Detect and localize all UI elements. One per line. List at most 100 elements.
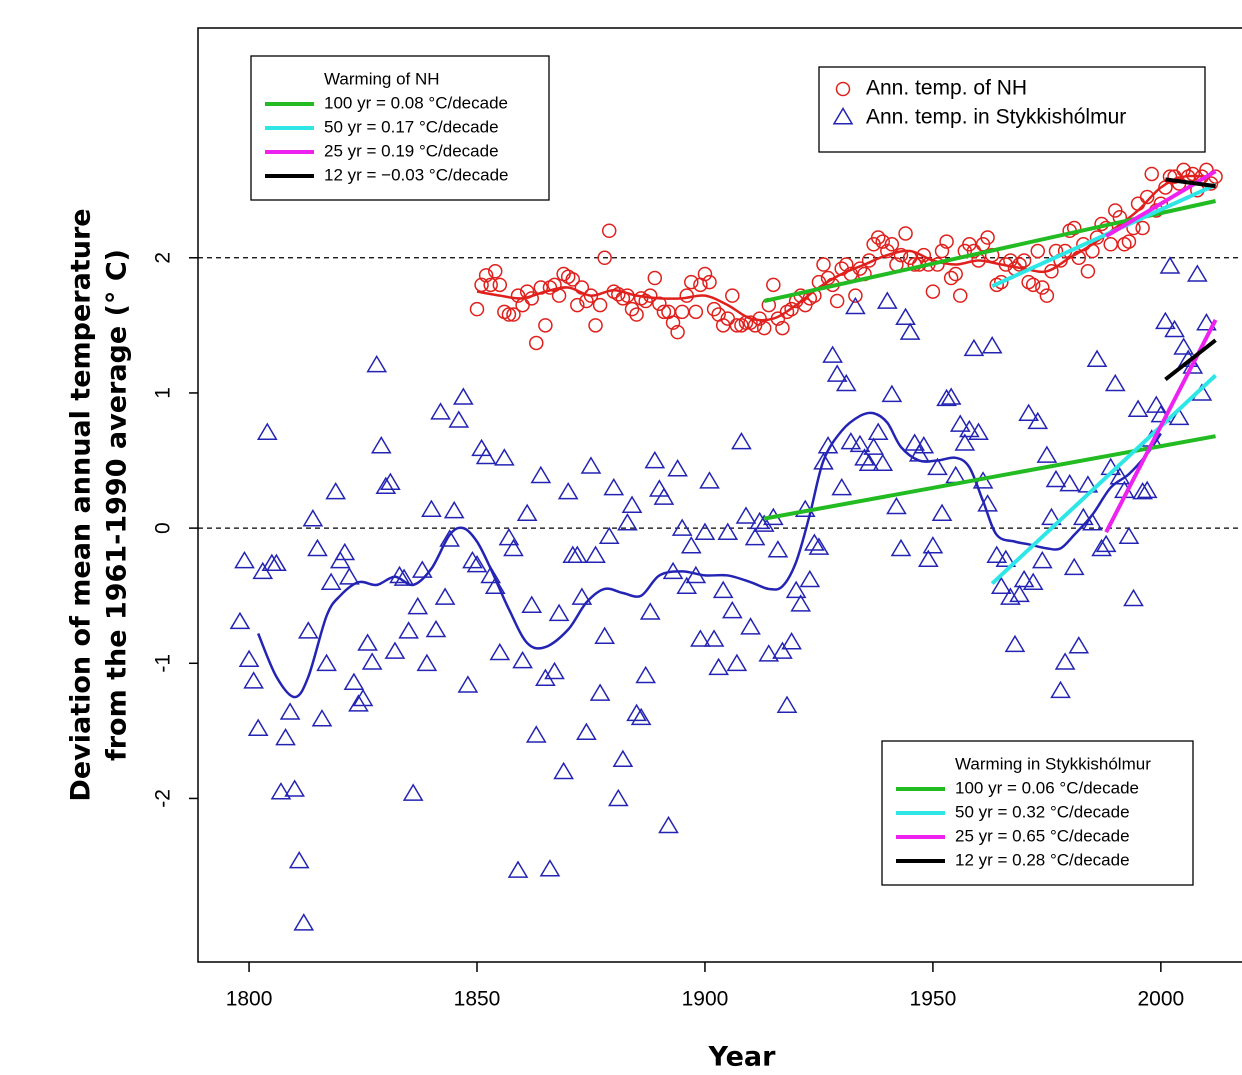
- point: [1173, 337, 1194, 355]
- point: [402, 783, 424, 801]
- point: [1159, 256, 1181, 274]
- point: [740, 617, 761, 635]
- point: [980, 230, 995, 245]
- point: [407, 596, 429, 615]
- point: [1027, 411, 1049, 430]
- point: [611, 287, 626, 302]
- point: [656, 304, 672, 320]
- point: [629, 307, 644, 322]
- point: [712, 580, 734, 599]
- point: [311, 709, 333, 727]
- point: [726, 653, 748, 672]
- point: [1082, 513, 1103, 531]
- point: [553, 761, 574, 780]
- point: [1022, 572, 1044, 590]
- point: [665, 315, 681, 330]
- point: [234, 550, 255, 569]
- point: [384, 641, 406, 659]
- point: [626, 703, 647, 722]
- point: [849, 434, 871, 453]
- legend-label: 100 yr = 0.06 °C/decade: [955, 778, 1139, 797]
- y-tick-label: 2: [152, 252, 175, 264]
- point: [1009, 584, 1030, 603]
- point: [981, 336, 1003, 354]
- point: [848, 288, 863, 303]
- point: [1016, 253, 1032, 268]
- smooth-line: [257, 411, 1162, 699]
- point: [302, 509, 324, 527]
- point: [565, 272, 580, 287]
- point: [469, 301, 485, 317]
- point: [1182, 356, 1204, 374]
- point: [411, 560, 433, 578]
- point: [721, 600, 743, 619]
- point: [813, 452, 834, 470]
- point: [466, 554, 488, 573]
- point: [1118, 526, 1140, 545]
- point: [366, 354, 388, 373]
- point: [497, 304, 512, 320]
- point: [785, 580, 807, 599]
- point: [835, 373, 857, 392]
- y-axis-label: Deviation of mean annual temperature: [66, 208, 97, 801]
- point: [1068, 636, 1090, 654]
- point: [671, 518, 693, 536]
- point: [316, 653, 337, 672]
- point: [1039, 288, 1055, 303]
- point: [1123, 588, 1144, 607]
- point: [826, 364, 848, 382]
- point: [297, 621, 319, 639]
- point: [690, 629, 711, 647]
- point: [1103, 237, 1118, 252]
- point: [699, 471, 720, 489]
- point: [916, 247, 932, 263]
- point: [457, 675, 479, 693]
- point: [1127, 399, 1149, 417]
- point: [506, 307, 521, 322]
- point: [886, 496, 907, 515]
- point: [247, 718, 269, 736]
- point: [576, 722, 597, 741]
- point: [293, 913, 315, 931]
- point: [986, 545, 1008, 563]
- point: [658, 815, 679, 834]
- point: [858, 453, 880, 472]
- point: [1012, 257, 1027, 272]
- x-tick-label: 2000: [1137, 988, 1184, 1011]
- point: [535, 668, 556, 686]
- point: [772, 641, 793, 659]
- point: [270, 782, 292, 800]
- point: [266, 553, 287, 572]
- point: [594, 626, 616, 645]
- plot-frame: [197, 27, 1242, 963]
- point: [588, 318, 603, 333]
- legend-marker: [835, 81, 851, 97]
- point: [953, 288, 968, 303]
- point: [585, 545, 606, 563]
- point: [1136, 480, 1158, 499]
- legend-title: Warming in Stykkishólmur: [955, 754, 1151, 773]
- point: [744, 527, 766, 546]
- point: [667, 459, 688, 477]
- x-tick-label: 1800: [226, 988, 273, 1011]
- point: [684, 274, 699, 290]
- trend-line: [991, 182, 1217, 288]
- point: [589, 683, 611, 701]
- point: [670, 324, 685, 340]
- point: [380, 472, 401, 490]
- point: [530, 465, 552, 484]
- point: [279, 702, 301, 720]
- point: [343, 672, 365, 691]
- point: [845, 296, 866, 315]
- y-tick-label: 0: [152, 522, 175, 534]
- point: [607, 788, 629, 807]
- point: [867, 422, 889, 440]
- point: [1168, 407, 1190, 426]
- point: [758, 644, 780, 662]
- point: [434, 587, 456, 605]
- point: [416, 653, 438, 672]
- legend-label: 12 yr = −0.03 °C/decade: [324, 165, 508, 184]
- point: [729, 318, 745, 333]
- point: [1000, 587, 1021, 605]
- point: [551, 288, 567, 303]
